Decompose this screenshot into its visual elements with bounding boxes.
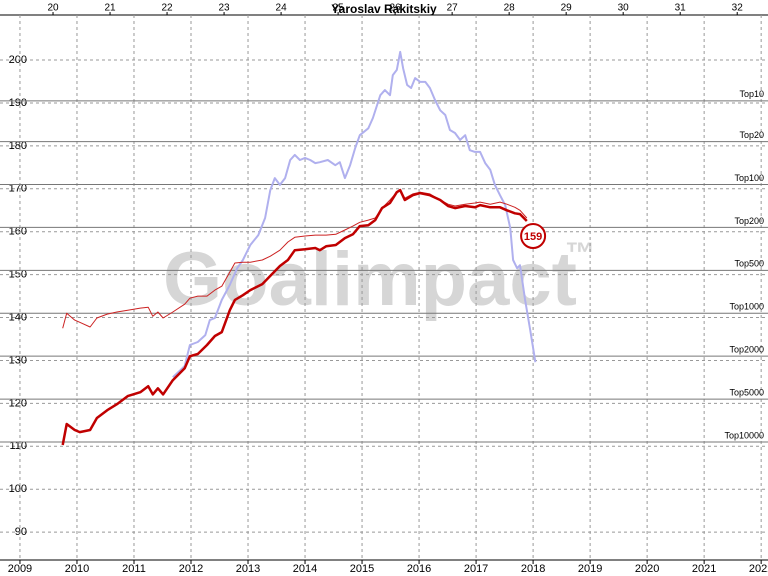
x-tick-label: 2016 — [407, 563, 431, 575]
y-tick-label: 200 — [9, 54, 27, 66]
x2-tick-label: 26 — [390, 3, 402, 14]
x-tick-label: 2012 — [179, 563, 203, 575]
x2-tick-label: 20 — [47, 3, 59, 14]
reference-label: Top5000 — [729, 387, 764, 397]
x-tick-label: 2014 — [293, 563, 317, 575]
y-tick-label: 180 — [9, 140, 27, 152]
series-line — [172, 50, 537, 378]
reference-label: Top2000 — [729, 345, 764, 355]
x2-tick-label: 32 — [732, 3, 744, 14]
x2-tick-label: 30 — [618, 3, 630, 14]
x-tick-label: 2018 — [521, 563, 545, 575]
y-tick-label: 90 — [15, 526, 27, 538]
y-tick-label: 100 — [9, 483, 27, 495]
x2-tick-label: 24 — [276, 3, 288, 14]
x2-tick-label: 22 — [161, 3, 173, 14]
x-tick-label: 2021 — [692, 563, 716, 575]
x-tick-label: 2020 — [635, 563, 659, 575]
reference-label: Top200 — [734, 216, 764, 226]
badge — [520, 223, 547, 250]
badge-label: 159 — [524, 231, 542, 243]
y-tick-label: 130 — [9, 354, 27, 366]
y-tick-label: 120 — [9, 397, 27, 409]
y-tick-label: 160 — [9, 226, 27, 238]
x2-tick-label: 29 — [561, 3, 573, 14]
x2-tick-label: 28 — [504, 3, 516, 14]
y-tick-label: 140 — [9, 311, 27, 323]
reference-label: Top10 — [739, 89, 764, 99]
y-tick-label: 110 — [9, 440, 27, 452]
reference-label: Top100 — [734, 173, 764, 183]
reference-label: Top1000 — [729, 302, 764, 312]
x-tick-label: 2017 — [464, 563, 488, 575]
y-tick-label: 150 — [9, 269, 27, 281]
reference-label: Top500 — [734, 259, 764, 269]
x-tick-label: 2009 — [8, 563, 32, 575]
x-tick-label: 2011 — [122, 563, 146, 575]
x-tick-label: 2019 — [578, 563, 602, 575]
x2-tick-label: 21 — [104, 3, 116, 14]
reference-label: Top10000 — [724, 430, 764, 440]
y-tick-label: 190 — [9, 97, 27, 109]
watermark-tm: ™ — [565, 237, 595, 270]
y-tick-label: 170 — [9, 183, 27, 195]
x-tick-label: 2013 — [236, 563, 260, 575]
x-tick-label: 2010 — [65, 563, 89, 575]
series-line — [62, 189, 528, 329]
x2-tick-label: 27 — [447, 3, 459, 14]
chart-title: Yaroslav Rakitskiy — [331, 2, 437, 16]
series-line — [61, 188, 528, 446]
reference-label: Top20 — [739, 130, 764, 140]
x2-tick-label: 23 — [219, 3, 231, 14]
x2-tick-label: 31 — [675, 3, 687, 14]
x-tick-label: 2015 — [350, 563, 374, 575]
x2-tick-label: 25 — [333, 3, 345, 14]
